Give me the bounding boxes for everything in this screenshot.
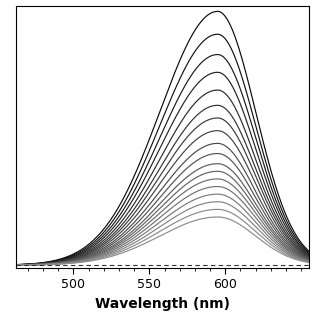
X-axis label: Wavelength (nm): Wavelength (nm) xyxy=(95,297,230,311)
